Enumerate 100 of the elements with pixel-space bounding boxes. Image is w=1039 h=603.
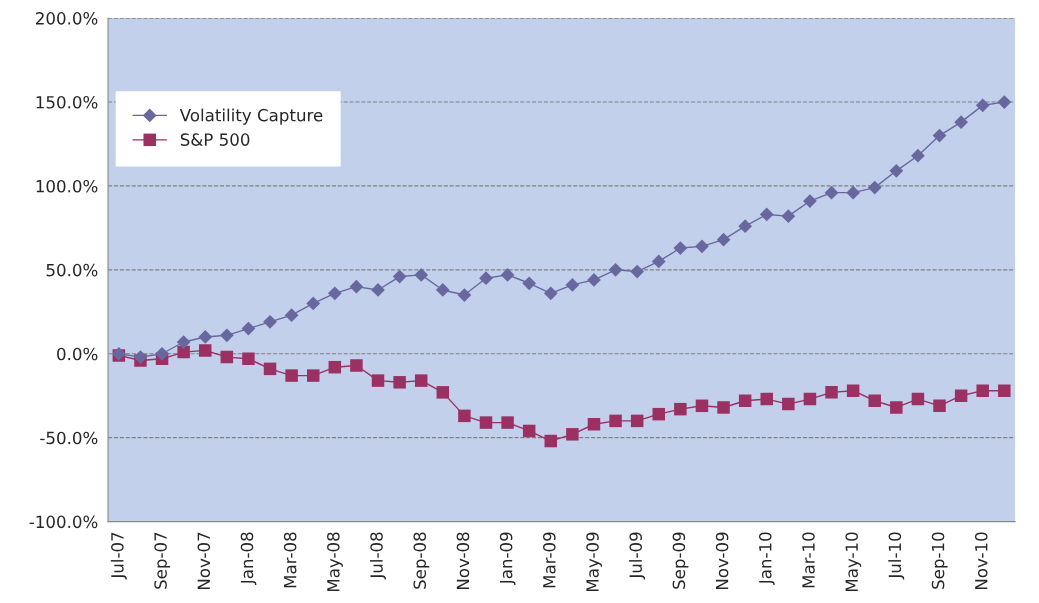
point [371, 374, 385, 387]
point [501, 416, 514, 429]
point [565, 278, 580, 292]
x-tick-label: Nov-09 [715, 532, 729, 589]
point [500, 268, 515, 282]
x-tick-label: Sep-07 [154, 532, 171, 589]
x-tick-label: Mar-08 [283, 532, 297, 588]
x-tick-label: Jul-10 [888, 532, 905, 580]
x-tick-label: Jul-09 [629, 532, 646, 580]
point [306, 296, 321, 311]
point [760, 392, 773, 406]
point [522, 276, 537, 291]
point [436, 386, 450, 399]
point [219, 328, 234, 343]
point [975, 98, 990, 113]
point [328, 360, 342, 374]
point [176, 335, 191, 349]
point [997, 95, 1012, 109]
point [457, 288, 472, 302]
point [458, 409, 471, 423]
point [674, 402, 687, 416]
point [393, 376, 406, 389]
x-tick-label: Sep-08 [413, 532, 430, 589]
y-tick-label: 0.0% [57, 347, 98, 361]
point [695, 399, 709, 413]
point [803, 392, 817, 406]
point [695, 239, 709, 254]
x-tick-label: Sep-10 [931, 532, 948, 589]
y-tick-label: -50.0% [40, 431, 98, 445]
y-tick-label: 50.0% [46, 263, 98, 277]
x-tick-label: Sep-09 [672, 532, 689, 589]
point [392, 269, 407, 284]
point [133, 350, 148, 364]
point [716, 232, 731, 247]
point [846, 384, 860, 397]
point [889, 163, 904, 178]
x-tick-label: May-10 [845, 532, 862, 592]
point [566, 428, 579, 441]
point [868, 394, 881, 407]
point [651, 254, 666, 269]
point [543, 286, 558, 301]
point [177, 345, 190, 359]
x-tick-label: Jan-09 [499, 532, 516, 586]
point [976, 384, 989, 397]
legend-label: Volatility Capture [179, 108, 323, 125]
point [782, 397, 795, 411]
point [198, 344, 212, 357]
point [911, 148, 925, 163]
point [717, 401, 730, 414]
point [738, 219, 753, 234]
point [544, 434, 558, 448]
point [414, 268, 429, 282]
y-tick-label: 200.0% [36, 12, 98, 25]
x-tick-label: May-09 [586, 532, 603, 592]
point [479, 416, 493, 429]
point [867, 180, 882, 195]
point [652, 407, 666, 421]
legend-label: S&P 500 [180, 133, 250, 146]
point [284, 308, 299, 323]
x-tick-label: Jul-07 [110, 532, 127, 580]
point [349, 279, 364, 294]
point [479, 271, 493, 286]
x-tick-label: Jul-08 [369, 532, 386, 580]
y-tick-label: -100.0% [29, 515, 98, 529]
point [933, 399, 946, 413]
y-tick-label: 150.0% [36, 95, 98, 109]
point [911, 392, 925, 406]
point [414, 374, 428, 387]
point [759, 207, 774, 222]
x-tick-label: Jan-10 [758, 532, 775, 586]
x-tick-label: Jan-08 [240, 532, 257, 586]
point [435, 283, 450, 297]
point [241, 321, 256, 336]
point [263, 362, 277, 376]
x-tick-label: Mar-09 [543, 532, 556, 588]
x-tick-label: May-08 [327, 532, 343, 592]
point [824, 185, 839, 200]
point [327, 286, 342, 301]
point [998, 384, 1011, 397]
point [155, 346, 169, 361]
point [306, 369, 320, 382]
point [608, 262, 623, 277]
x-tick-label: Nov-08 [456, 532, 470, 589]
x-tick-label: Nov-10 [974, 532, 988, 589]
point [198, 330, 213, 344]
point [609, 414, 622, 428]
point [220, 350, 234, 364]
x-tick-label: Mar-10 [802, 532, 815, 588]
point [630, 414, 644, 428]
point [630, 264, 645, 279]
point [263, 315, 277, 329]
point [954, 389, 968, 402]
point [738, 394, 752, 407]
point [890, 401, 903, 414]
point [522, 424, 536, 438]
point [825, 386, 838, 399]
x-tick-label: Nov-07 [197, 532, 211, 589]
point [587, 418, 601, 431]
point [673, 241, 688, 255]
point [954, 115, 968, 130]
